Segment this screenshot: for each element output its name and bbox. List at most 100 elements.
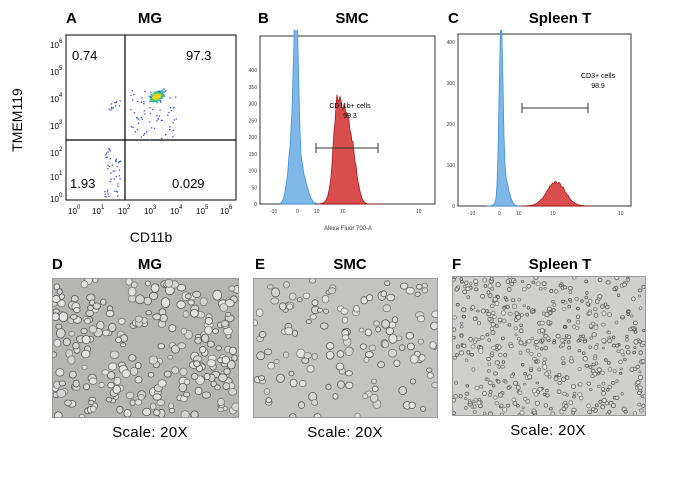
panel-b-title: SMC: [335, 10, 369, 27]
xtick-3: 10: [144, 207, 153, 216]
panel-e-micrograph: [253, 278, 438, 418]
ytick-6: 10: [50, 41, 59, 50]
b-yticks-label: 400: [249, 68, 258, 74]
xtick-1: 10: [92, 207, 101, 216]
panel-c-title: Spleen T: [528, 10, 592, 27]
xtick-4-exp: 4: [179, 205, 183, 211]
quadrant-ll-value: 1.93: [70, 176, 95, 191]
panel-b-blue-histogram: [279, 30, 321, 205]
xtick-5: 10: [196, 207, 205, 216]
b-yticks-label: 300: [249, 102, 258, 108]
panel-a-ylabel: TMEM119: [9, 88, 25, 152]
xtick-0-exp: 0: [77, 205, 81, 211]
ytick-3-exp: 3: [59, 120, 63, 126]
panel-f-micrograph: [452, 276, 646, 416]
panel-a-yticks: 10 6 10 5 10 4 10 3 10 2 10 1 10 0: [50, 39, 63, 204]
b-yticks-label: 200: [249, 135, 258, 141]
ytick-4-exp: 4: [59, 93, 63, 99]
panel-a-dotplot: 0.74 97.3 1.93 0.029 10 6 10 5 10 4 10 3 10 2…: [9, 34, 237, 245]
panel-c-frame: [457, 33, 632, 207]
panel-a-frame: [65, 34, 237, 201]
ytick-3: 10: [50, 122, 59, 131]
panel-c-letter: C: [448, 10, 459, 27]
panel-e-scale: Scale: 20X: [307, 424, 383, 441]
ytick-1: 10: [50, 173, 59, 182]
ytick-6-exp: 6: [59, 39, 63, 45]
ytick-1-exp: 1: [59, 171, 63, 177]
b-yticks-label: 0: [254, 202, 257, 208]
ytick-5: 10: [50, 68, 59, 77]
xtick-5-exp: 5: [205, 205, 209, 211]
ytick-0: 10: [50, 195, 59, 204]
b-xtick-4: 10: [340, 209, 346, 215]
panel-c-gate-value: 98.9: [591, 83, 605, 90]
panel-d-cells: [53, 279, 238, 417]
panel-b-red-histogram: [315, 94, 380, 205]
b-yticks-label: 250: [249, 118, 258, 124]
panel-c-blue-histogram: [487, 30, 522, 207]
panel-e-cells: [254, 279, 437, 417]
quadrant-lr-value: 0.029: [172, 176, 205, 191]
panel-b-xlabel: Alexa Fluor 700-A: [324, 226, 372, 232]
panel-f-scale: Scale: 20X: [510, 422, 586, 439]
panel-f-cells: [453, 277, 645, 415]
xtick-4: 10: [170, 207, 179, 216]
panel-c-yticks: 0 100 200 300 400: [447, 40, 456, 210]
panel-c-red-histogram: [522, 180, 592, 207]
c-xtick-neg: -10: [468, 211, 475, 217]
panel-b-xticks: -10 0 10 10 10: [270, 209, 422, 215]
ytick-0-exp: 0: [59, 193, 63, 199]
panel-b-yticks: 0 50 100 150 200 250 300 350 400: [249, 68, 258, 208]
xtick-2-exp: 2: [127, 205, 131, 211]
c-xtick-0: 0: [498, 211, 501, 217]
ytick-2-exp: 2: [59, 147, 63, 153]
b-yticks-label: 50: [251, 185, 257, 191]
b-xtick-5: 10: [416, 209, 422, 215]
c-yticks-label: 0: [452, 204, 455, 210]
c-xtick-3: 10: [516, 211, 522, 217]
ytick-2: 10: [50, 149, 59, 158]
panel-c-xticks: -10 0 10 10 10: [468, 211, 624, 217]
panel-f-letter: F: [452, 256, 462, 273]
b-xtick-3: 10: [314, 209, 320, 215]
c-yticks-label: 400: [447, 40, 456, 46]
panel-a-dots: [104, 88, 177, 198]
panel-b-letter: B: [258, 10, 269, 27]
panel-a-title: MG: [137, 10, 163, 27]
c-yticks-label: 300: [447, 81, 456, 87]
xtick-6-exp: 6: [229, 205, 233, 211]
xtick-1-exp: 1: [101, 205, 105, 211]
panel-a-letter: A: [66, 10, 77, 27]
quadrant-ul-value: 0.74: [72, 48, 97, 63]
xtick-3-exp: 3: [153, 205, 157, 211]
panel-d-scale: Scale: 20X: [112, 424, 188, 441]
ytick-5-exp: 5: [59, 66, 63, 72]
quadrant-ur-value: 97.3: [186, 48, 211, 63]
xtick-6: 10: [220, 207, 229, 216]
panel-e-title: SMC: [333, 256, 367, 273]
b-yticks-label: 100: [249, 169, 258, 175]
xtick-0: 10: [68, 207, 77, 216]
b-yticks-label: 150: [249, 152, 258, 158]
ytick-4: 10: [50, 95, 59, 104]
b-xtick-0: 0: [296, 209, 299, 215]
b-yticks-label: 350: [249, 85, 258, 91]
panel-d-title: MG: [137, 256, 163, 273]
panel-d-letter: D: [52, 256, 63, 273]
panel-b-gate-value: 99.3: [343, 113, 357, 120]
c-yticks-label: 100: [447, 163, 456, 169]
panel-a-xticks: 10 0 10 1 10 2 10 3 10 4 10 5 10 6: [68, 205, 233, 216]
panel-c-gate-label: CD3+ cells: [581, 73, 616, 80]
c-xtick-5: 10: [618, 211, 624, 217]
panel-f-title: Spleen T: [528, 256, 592, 273]
xtick-2: 10: [118, 207, 127, 216]
panel-a-xlabel: CD11b: [130, 229, 173, 245]
panel-d-micrograph: [52, 278, 239, 418]
c-xtick-4: 10: [550, 211, 556, 217]
panel-e-letter: E: [255, 256, 266, 273]
c-yticks-label: 200: [447, 122, 456, 128]
b-xtick-neg: -10: [270, 209, 277, 215]
panel-b-gate-label: CD11b+ cells: [329, 103, 371, 110]
